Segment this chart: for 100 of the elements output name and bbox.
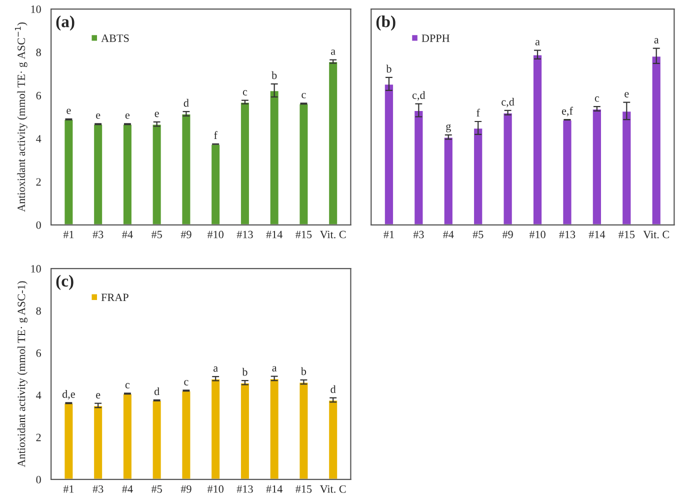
data-label: d,e xyxy=(62,390,75,400)
bar xyxy=(268,90,280,225)
bar xyxy=(328,399,338,480)
y-tick-label: 2 xyxy=(36,178,41,186)
bar xyxy=(151,123,162,225)
y-tick-label: 10 xyxy=(31,265,41,273)
bar xyxy=(532,54,543,225)
x-tick-label: #14 xyxy=(588,230,606,238)
data-label: c xyxy=(242,90,248,96)
x-tick-label: #14 xyxy=(266,230,282,238)
data-label: f xyxy=(214,131,218,139)
bar xyxy=(210,378,221,480)
data-label: c xyxy=(184,380,188,386)
data-label: a xyxy=(535,40,540,46)
data-label: c xyxy=(302,92,306,98)
x-tick-label: #1 xyxy=(63,485,74,493)
x-tick-label: #1 xyxy=(63,230,74,238)
data-label: b xyxy=(386,64,392,73)
data-label: d xyxy=(184,98,189,107)
x-tick-label: #15 xyxy=(296,230,312,238)
x-tick-label: #9 xyxy=(502,230,513,238)
x-tick-label: #13 xyxy=(559,230,576,238)
bar xyxy=(92,404,104,480)
data-label: a xyxy=(654,38,659,44)
data-label: a xyxy=(331,50,336,55)
bar xyxy=(591,108,602,225)
x-tick-label: #4 xyxy=(122,485,133,493)
bar xyxy=(472,127,484,225)
bar xyxy=(240,382,250,480)
data-label: a xyxy=(272,366,277,372)
x-tick-label: Vit. C xyxy=(643,230,669,238)
x-tick-label: #10 xyxy=(207,230,224,238)
bar xyxy=(122,123,133,225)
y-tick-label: 8 xyxy=(36,48,41,56)
x-tick-label: #5 xyxy=(472,230,484,238)
x-tick-label: #3 xyxy=(92,230,104,238)
y-tick-label: 10 xyxy=(31,6,41,13)
bar xyxy=(650,55,662,225)
bar xyxy=(63,118,74,225)
legend-label: DPPH xyxy=(422,34,450,42)
x-tick-label: #10 xyxy=(207,485,224,493)
bar xyxy=(180,390,192,480)
annotation: (c) xyxy=(56,274,74,290)
y-tick-label: 4 xyxy=(36,392,42,399)
data-label: b xyxy=(242,368,248,376)
bar xyxy=(298,102,310,225)
y-tick-label: 4 xyxy=(36,135,42,142)
x-tick-label: #13 xyxy=(236,230,253,238)
bar xyxy=(384,83,394,225)
x-tick-label: #14 xyxy=(266,485,282,493)
legend-label: ABTS xyxy=(101,34,129,42)
data-label: e xyxy=(154,112,159,118)
x-tick-label: Vit. C xyxy=(320,485,346,493)
x-tick-label: Vit. C xyxy=(320,230,346,238)
x-tick-label: #13 xyxy=(236,485,253,493)
y-tick-label: 2 xyxy=(36,434,41,442)
y-axis-title: Antioxidant activity (mmol TE· g ASC-1) xyxy=(17,281,28,468)
x-tick-label: #3 xyxy=(92,485,104,493)
bar xyxy=(63,402,74,480)
data-label: e xyxy=(624,92,629,98)
x-tick-label: #9 xyxy=(180,485,192,493)
bar xyxy=(180,113,192,225)
x-tick-label: #3 xyxy=(413,230,424,238)
bar xyxy=(240,101,250,225)
y-axis-title: Antioxidant activity (mmol TE· g ASC$^{−1}$) xyxy=(15,22,28,212)
data-label: a xyxy=(214,366,218,372)
bar xyxy=(328,60,338,225)
bar xyxy=(298,381,310,480)
y-tick-label: 0 xyxy=(36,476,41,484)
bar xyxy=(210,143,221,225)
bar xyxy=(268,378,280,480)
x-tick-label: #1 xyxy=(384,230,394,238)
x-tick-label: #4 xyxy=(122,230,133,238)
bar xyxy=(413,110,424,225)
bar xyxy=(92,123,104,225)
bar xyxy=(442,136,454,225)
data-label: c,d xyxy=(412,91,426,101)
x-tick-label: #10 xyxy=(529,230,546,238)
bar xyxy=(621,110,632,225)
data-label: b xyxy=(300,367,306,376)
x-tick-label: #5 xyxy=(151,230,162,238)
bar xyxy=(122,392,133,480)
data-label: e xyxy=(96,113,100,119)
data-label: e xyxy=(66,108,71,114)
y-tick-label: 0 xyxy=(36,221,41,229)
data-label: b xyxy=(272,71,277,80)
data-label: g xyxy=(446,124,451,132)
data-label: d xyxy=(154,387,160,396)
y-tick-label: 6 xyxy=(36,92,42,100)
annotation: (b) xyxy=(376,16,396,31)
data-label: c xyxy=(594,96,600,102)
y-tick-label: 8 xyxy=(36,307,41,315)
data-label: f xyxy=(476,108,480,117)
x-tick-label: #5 xyxy=(151,485,162,493)
data-label: e xyxy=(96,393,100,399)
data-label: c xyxy=(125,383,130,388)
data-label: e xyxy=(125,113,130,119)
y-tick-label: 6 xyxy=(36,349,42,357)
x-tick-label: #9 xyxy=(180,230,192,238)
x-tick-label: #15 xyxy=(296,485,312,493)
